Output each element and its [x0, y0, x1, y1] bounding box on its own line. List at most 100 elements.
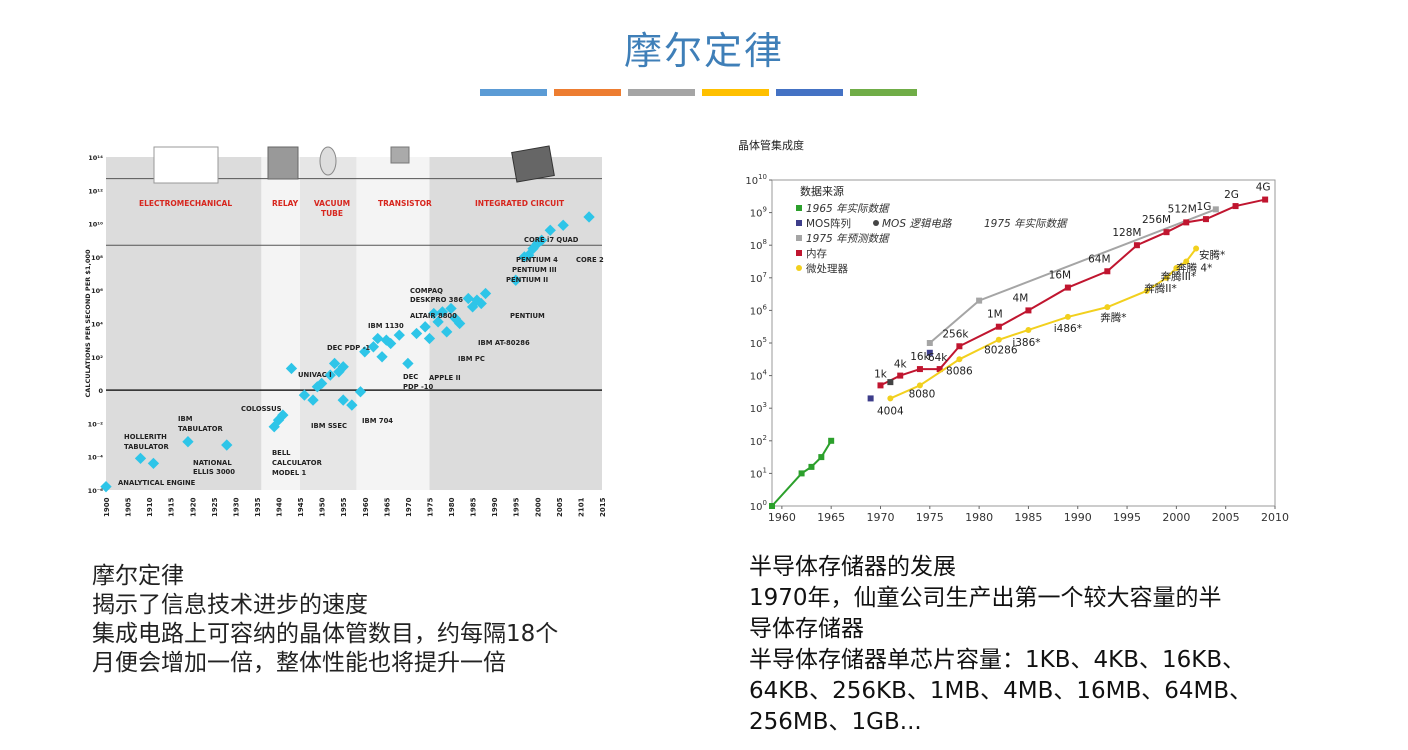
x-tick-label: 1920 [189, 497, 197, 517]
text-line: 半导体存储器的发展 [749, 554, 956, 580]
data-point [1183, 219, 1190, 226]
data-point [393, 329, 405, 341]
point-annotation: IBM SSEC [311, 422, 347, 430]
cpu-label: 4004 [877, 405, 904, 417]
divider-segment [850, 89, 917, 96]
point-annotation: IBM 704 [362, 417, 393, 425]
cpu-label: i486* [1054, 323, 1082, 335]
y-tick-label: 103 [750, 401, 767, 415]
text-line: 1970年，仙童公司生产出第一个较大容量的半 [749, 585, 1222, 611]
data-point [445, 302, 457, 315]
data-point [818, 454, 825, 461]
transistor-icon [390, 146, 410, 164]
data-point [1104, 268, 1111, 275]
divider-segment [480, 89, 547, 96]
data-point [1232, 203, 1239, 210]
era-label: TRANSISTOR [378, 199, 432, 208]
transistor-density-chart: 晶体管集成度 100 101 102 103 104 105 106 107 108 109 1010… [738, 138, 1289, 524]
x-tick-label: 2015 [599, 497, 607, 517]
data-point [828, 437, 835, 444]
legend-swatch [796, 220, 802, 226]
text-line: 揭示了信息技术进步的速度 [92, 592, 368, 618]
point-annotation: CALCULATOR [272, 459, 323, 467]
mos-point [867, 395, 874, 402]
vacuum-tube-icon [319, 146, 337, 176]
cpu-label: 8080 [909, 388, 936, 400]
memory-label: 128M [1112, 227, 1141, 239]
data-point [583, 211, 595, 223]
x-tick-label: 1960 [362, 497, 370, 517]
plot-area [771, 179, 1276, 507]
x-tick-label: 1905 [125, 497, 133, 517]
legend-label: 1965 年实际数据 [806, 203, 890, 215]
era-band [261, 157, 301, 490]
memory-label: 64M [1088, 253, 1110, 265]
data-point [1173, 265, 1180, 272]
era-band [300, 157, 357, 490]
point-annotation: TABULATOR [178, 425, 224, 433]
cpu-label: 奔腾 4* [1176, 262, 1212, 275]
data-point [441, 326, 453, 338]
data-point [423, 332, 436, 345]
point-annotation: PENTIUM 4 [516, 256, 558, 264]
memory-label: 16k [910, 351, 930, 363]
point-annotation: COMPAQ [410, 287, 443, 295]
memory-label: 4k [894, 359, 908, 371]
point-annotation: BELL [272, 449, 291, 457]
data-point [454, 317, 466, 330]
y-tick-label: 10¹⁴ [88, 154, 103, 162]
era-label: TUBE [321, 209, 343, 218]
legend-label: 1975 年实际数据 [984, 218, 1068, 230]
cpu-label: 8086 [946, 365, 973, 377]
y-tick-label: 10¹² [88, 187, 103, 195]
data-point [510, 274, 522, 286]
memory-label: 1M [987, 309, 1003, 321]
data-point [337, 394, 349, 406]
point-annotation: APPLE II [429, 374, 461, 382]
text-line: 64KB、256KB、1MB、4MB、16MB、64MB、 [749, 678, 1253, 704]
y-tick-label: 10⁻⁴ [88, 454, 103, 462]
legend-title: 数据来源 [800, 184, 844, 198]
point-annotation: HOLLERITH [124, 433, 167, 441]
data-point [976, 297, 983, 304]
punch-card-icon [153, 146, 219, 184]
x-tick-label: 1900 [103, 497, 111, 517]
x-tick-label: 1955 [340, 497, 348, 517]
text-line: 导体存储器 [749, 616, 864, 642]
text-line: 半导体存储器单芯片容量：1KB、4KB、16KB、 [749, 647, 1246, 673]
data-point [1163, 229, 1170, 236]
y-tick-label: 102 [750, 434, 767, 448]
point-annotation: NATIONAL [193, 459, 232, 467]
memory-label: 16M [1049, 270, 1071, 282]
x-tick-label: 1990 [1064, 511, 1092, 524]
legend-swatch [796, 265, 802, 271]
x-tick-label: 1925 [211, 497, 219, 517]
data-point [1064, 313, 1071, 320]
data-point [346, 399, 358, 411]
legend-swatch [873, 220, 879, 226]
x-tick-label: 1970 [866, 511, 894, 524]
data-point [324, 369, 336, 381]
data-point [1143, 287, 1150, 294]
cpu-label: 安腾* [1199, 248, 1225, 261]
slide-title: 摩尔定律 [623, 29, 784, 73]
data-point [419, 321, 431, 333]
era-label: ELECTROMECHANICAL [139, 199, 232, 208]
point-annotation: PDP -10 [403, 383, 434, 391]
data-point [277, 409, 289, 421]
data-point [1262, 196, 1269, 203]
era-band [356, 157, 430, 490]
y-tick-label: 106 [750, 303, 768, 317]
point-annotation: CORE i7 QUAD [524, 236, 579, 244]
data-point [182, 436, 194, 448]
cpu-label: 80286 [984, 345, 1018, 357]
y-tick-label: 10⁶ [91, 287, 103, 295]
x-tick-label: 1995 [513, 497, 521, 517]
data-point [936, 366, 943, 373]
data-point [1025, 307, 1032, 314]
y-axis-label: CALCULATIONS PER SECOND PER $1,000 [84, 249, 92, 397]
x-tick-label: 1965 [383, 497, 391, 517]
data-point [926, 340, 933, 346]
legend-label: MOS 逻辑电路 [882, 218, 953, 230]
y-tick-label: 100 [750, 499, 767, 513]
